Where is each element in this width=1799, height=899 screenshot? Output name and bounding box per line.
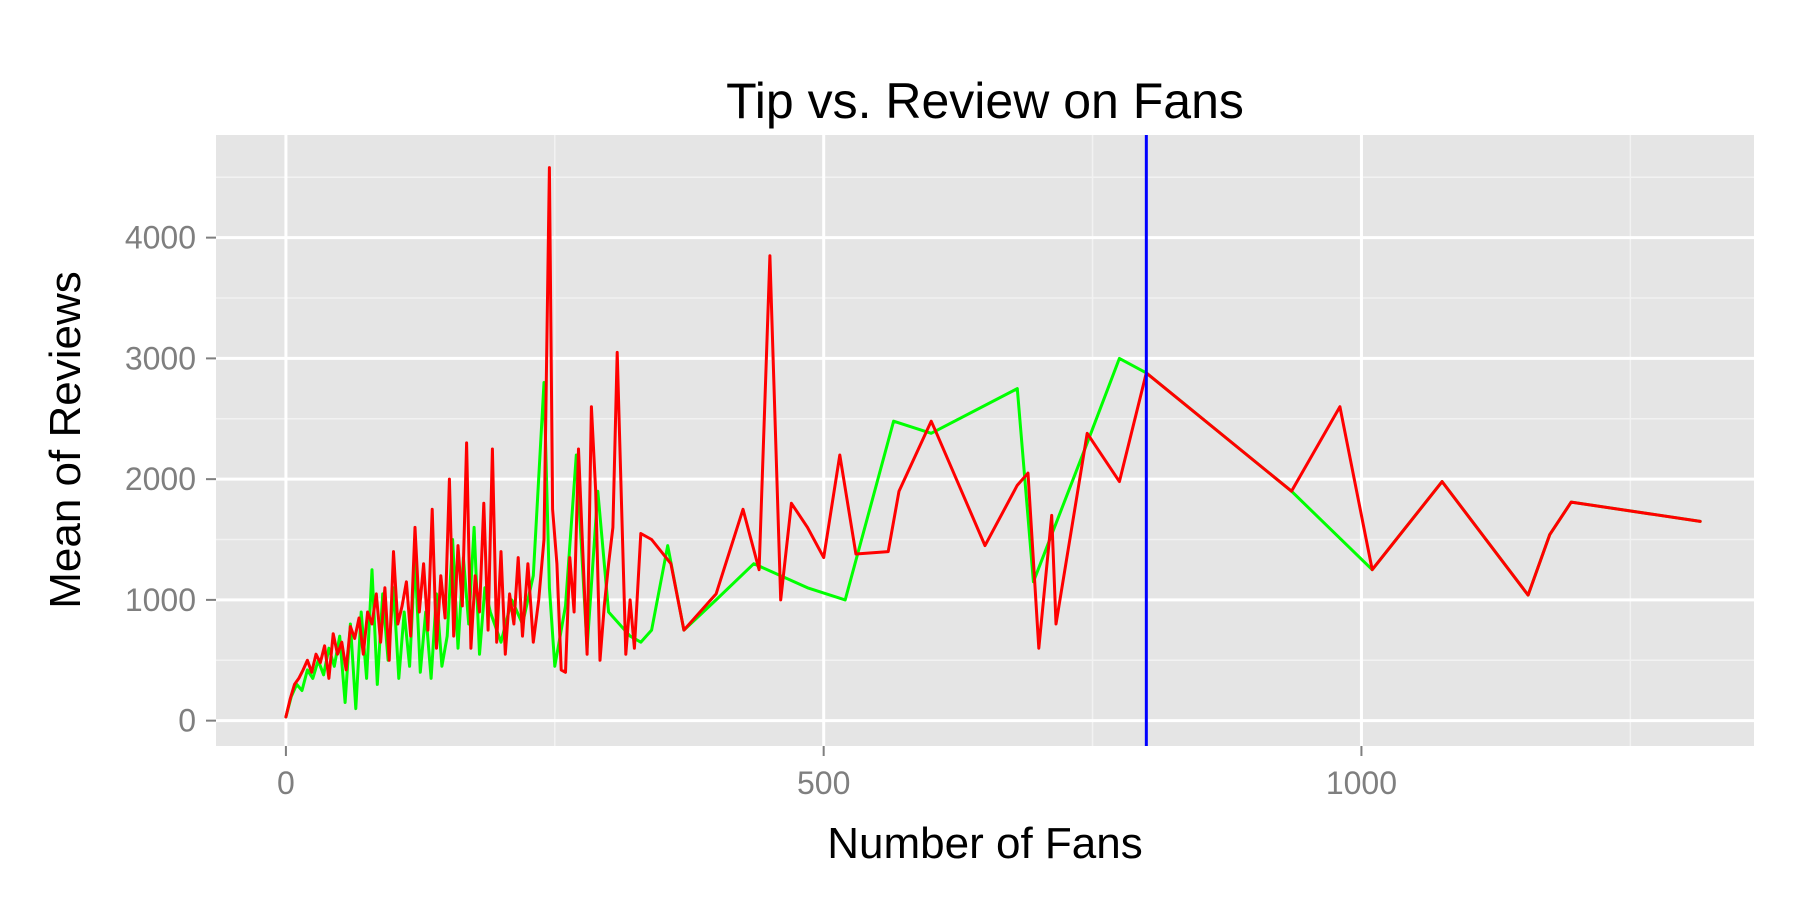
x-tick-label: 1000 [1326,765,1397,801]
y-tick-label: 4000 [125,220,196,256]
series-lines [284,166,1702,719]
y-tick-marks: 0 1000 2000 3000 4000 [125,220,216,739]
plot-panel [216,135,1754,746]
x-axis-title: Number of Fans [827,819,1142,868]
y-tick-label: 1000 [125,582,196,618]
y-tick-label: 3000 [125,340,196,376]
chart-title: Tip vs. Review on Fans [726,73,1244,129]
y-tick-label: 0 [178,703,196,739]
x-tick-label: 500 [797,765,850,801]
x-tick-marks: 0 500 1000 [277,746,1397,801]
y-axis-title: Mean of Reviews [41,271,90,608]
y-tick-label: 2000 [125,461,196,497]
series-line-red [284,166,1702,719]
major-gridlines [216,135,1754,746]
series-line-green [284,356,1702,719]
x-tick-label: 0 [277,765,295,801]
